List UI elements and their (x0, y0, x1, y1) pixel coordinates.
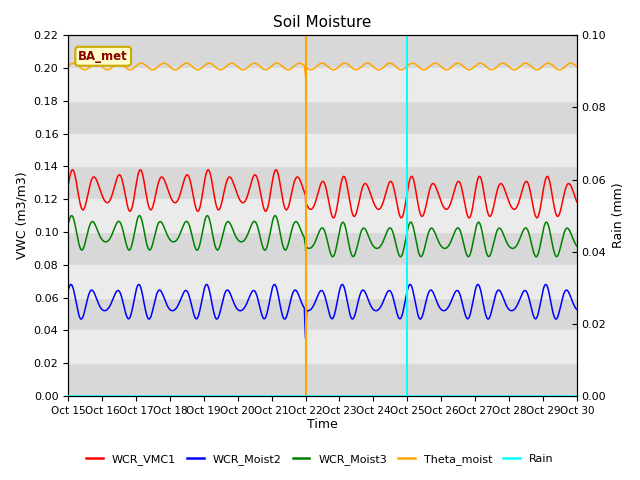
Y-axis label: VWC (m3/m3): VWC (m3/m3) (15, 172, 28, 259)
X-axis label: Time: Time (307, 419, 338, 432)
Y-axis label: Rain (mm): Rain (mm) (612, 183, 625, 249)
Bar (68, 265, 577, 298)
Bar (68, 133, 577, 167)
Legend: WCR_VMC1, WCR_Moist2, WCR_Moist3, Theta_moist, Rain: WCR_VMC1, WCR_Moist2, WCR_Moist3, Theta_… (82, 450, 558, 469)
Bar (68, 68, 577, 101)
Bar (68, 330, 577, 363)
Title: Soil Moisture: Soil Moisture (273, 15, 372, 30)
Text: BA_met: BA_met (78, 50, 128, 63)
Bar (68, 199, 577, 232)
